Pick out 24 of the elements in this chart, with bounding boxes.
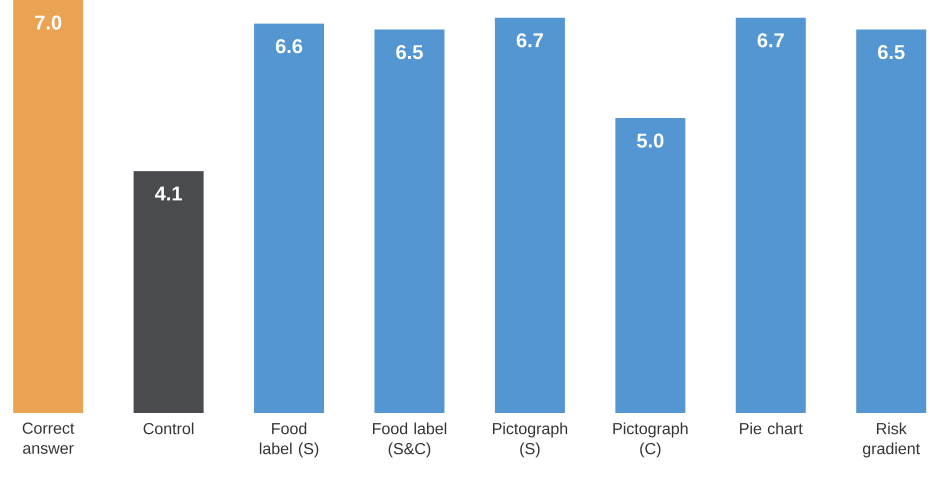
data-label: 6.5 (878, 45, 905, 60)
bar (615, 118, 686, 413)
bar (134, 171, 204, 413)
x-tick-label: Risk gradient (862, 422, 920, 458)
bar (856, 30, 926, 413)
x-tick-label: Food label (S&C) (372, 422, 446, 458)
data-label: 4.1 (155, 186, 182, 200)
data-label: 5.0 (637, 134, 664, 148)
x-tick-label: Pictograph (S) (492, 422, 568, 458)
bar (374, 30, 444, 413)
bar (254, 24, 324, 413)
data-label: 7.0 (35, 16, 62, 30)
bar (13, 0, 84, 413)
x-tick-label: Food label (S) (260, 422, 318, 458)
x-tick-label: Control (144, 422, 194, 434)
bar (494, 18, 565, 413)
x-tick-label: Pictograph (C) (613, 422, 688, 458)
data-label: 6.6 (276, 39, 302, 54)
bar (736, 18, 806, 413)
data-label: 6.5 (396, 45, 423, 60)
x-tick-label: Pie chart (740, 422, 803, 434)
data-label: 6.7 (758, 33, 784, 48)
data-label: 6.7 (516, 33, 543, 48)
x-tick-label: Correct answer (22, 422, 74, 454)
